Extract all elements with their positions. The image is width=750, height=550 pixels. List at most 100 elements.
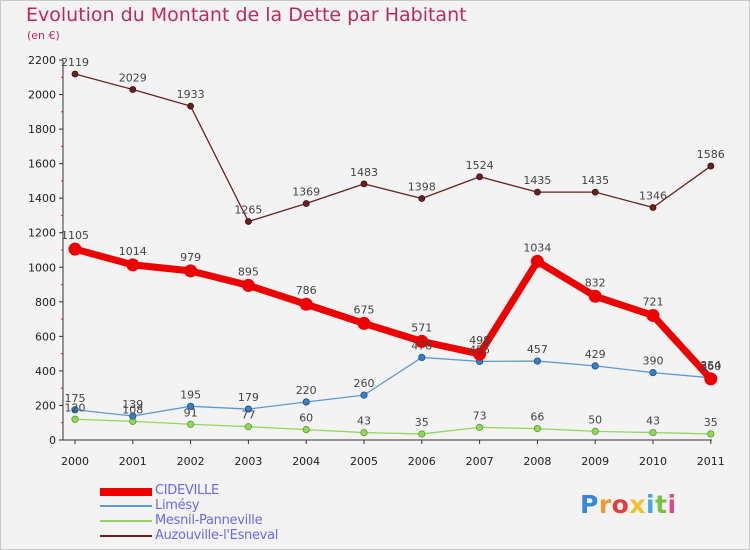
data-point-mesnil-panneville <box>649 428 657 437</box>
y-tick-label: 1800 <box>28 123 56 136</box>
proxiti-logo: Proxiti <box>580 490 677 519</box>
data-label-auzouville: 2029 <box>119 72 147 85</box>
logo-letter: o <box>611 490 630 519</box>
data-label-limesy: 220 <box>296 384 317 397</box>
data-point-auzouville <box>649 204 657 211</box>
data-point-auzouville <box>71 70 79 78</box>
data-label-auzouville: 1524 <box>466 159 494 172</box>
data-label-limesy: 260 <box>354 377 375 390</box>
data-point-cideville <box>68 242 82 256</box>
data-point-limesy <box>533 357 542 365</box>
data-label-auzouville: 1586 <box>697 148 725 161</box>
series-auzouville <box>71 70 715 225</box>
data-label-cideville: 786 <box>296 284 317 297</box>
data-point-limesy <box>418 353 426 362</box>
legend-label-cideville: CIDEVILLE <box>155 483 219 498</box>
y-tick-label: 600 <box>35 330 56 343</box>
data-label-auzouville: 1435 <box>523 174 551 187</box>
data-label-mesnil-panneville: 91 <box>184 406 198 419</box>
y-tick-label: 2000 <box>28 89 56 102</box>
data-label-mesnil-panneville: 60 <box>299 412 313 425</box>
x-tick-label: 2007 <box>466 455 494 468</box>
legend-label-auzouville: Auzouville-l'Esneval <box>155 528 279 543</box>
data-point-limesy <box>71 406 79 414</box>
data-point-auzouville <box>244 218 252 225</box>
data-point-cideville <box>646 308 660 322</box>
series-mesnil-panneville <box>71 415 715 438</box>
data-point-cideville <box>415 334 429 348</box>
data-point-cideville <box>530 254 544 268</box>
x-tick-label: 2004 <box>292 455 320 468</box>
series-cideville <box>68 242 718 386</box>
data-point-mesnil-panneville <box>360 428 368 437</box>
data-label-cideville: 1014 <box>119 245 147 258</box>
logo-letter: r <box>598 490 612 519</box>
data-point-cideville <box>241 278 255 292</box>
y-tick-label: 1600 <box>28 158 56 171</box>
data-point-mesnil-panneville <box>302 426 310 434</box>
y-tick-label: 2200 <box>28 54 56 67</box>
chart-subtitle: (en €) <box>27 29 60 42</box>
data-label-auzouville: 2119 <box>61 56 89 69</box>
data-label-auzouville: 1483 <box>350 166 378 179</box>
data-label-limesy: 179 <box>238 391 259 404</box>
data-point-cideville <box>299 297 313 311</box>
legend-item-cideville: CIDEVILLE <box>100 483 360 499</box>
y-tick-label: 400 <box>35 365 56 378</box>
data-label-auzouville: 1435 <box>581 174 609 187</box>
data-point-cideville <box>126 258 140 272</box>
data-label-limesy: 478 <box>411 339 432 352</box>
logo-letter: i <box>646 490 656 519</box>
data-point-auzouville <box>418 195 426 202</box>
data-point-mesnil-panneville <box>244 423 252 431</box>
data-label-cideville: 895 <box>238 265 259 278</box>
data-point-limesy <box>187 402 195 410</box>
data-point-auzouville <box>591 188 599 196</box>
data-label-cideville: 354 <box>700 359 721 372</box>
data-label-limesy: 455 <box>469 343 490 356</box>
legend-label-limesy: Limésy <box>155 498 200 513</box>
data-point-limesy <box>591 362 599 370</box>
data-point-limesy <box>360 391 368 399</box>
data-point-auzouville <box>707 162 715 170</box>
x-tick-label: 2003 <box>234 455 262 468</box>
data-point-auzouville <box>129 86 137 93</box>
x-tick-label: 2008 <box>523 455 551 468</box>
legend-swatch-limesy <box>100 505 152 507</box>
data-point-auzouville <box>476 173 484 181</box>
series-line-mesnil-panneville <box>74 418 711 435</box>
legend: CIDEVILLE Limésy Mesnil-Panneville Auzou… <box>100 483 360 544</box>
data-label-limesy: 360 <box>700 360 721 373</box>
legend-item-limesy: Limésy <box>100 498 360 514</box>
data-point-mesnil-panneville <box>418 430 426 438</box>
logo-letter: P <box>580 490 599 519</box>
data-label-limesy: 457 <box>527 343 548 356</box>
data-point-mesnil-panneville <box>533 424 542 433</box>
y-tick-label: 0 <box>49 434 56 447</box>
legend-swatch-mesnil-panneville <box>100 520 152 522</box>
data-point-auzouville <box>534 188 541 196</box>
data-label-limesy: 175 <box>65 392 86 405</box>
data-label-mesnil-panneville: 77 <box>241 409 255 422</box>
data-point-cideville <box>704 372 718 386</box>
legend-item-auzouville: Auzouville-l'Esneval <box>100 528 360 544</box>
data-point-auzouville <box>360 180 368 188</box>
x-tick-label: 2005 <box>350 455 378 468</box>
data-label-cideville: 1034 <box>523 241 551 254</box>
data-label-cideville: 498 <box>469 334 490 347</box>
data-label-auzouville: 1346 <box>639 190 667 203</box>
x-tick-label: 2000 <box>61 455 89 468</box>
x-tick-label: 2001 <box>119 455 147 468</box>
data-label-cideville: 721 <box>643 295 664 308</box>
data-label-mesnil-panneville: 50 <box>588 413 602 426</box>
legend-label-mesnil-panneville: Mesnil-Panneville <box>155 513 263 528</box>
data-point-cideville <box>588 289 602 303</box>
y-tick-label: 800 <box>35 296 56 309</box>
data-point-cideville <box>473 347 487 361</box>
data-point-limesy <box>302 398 310 406</box>
data-label-mesnil-panneville: 35 <box>415 416 429 429</box>
data-label-cideville: 675 <box>354 303 375 316</box>
data-label-mesnil-panneville: 35 <box>704 416 718 429</box>
legend-swatch-cideville <box>100 488 152 496</box>
